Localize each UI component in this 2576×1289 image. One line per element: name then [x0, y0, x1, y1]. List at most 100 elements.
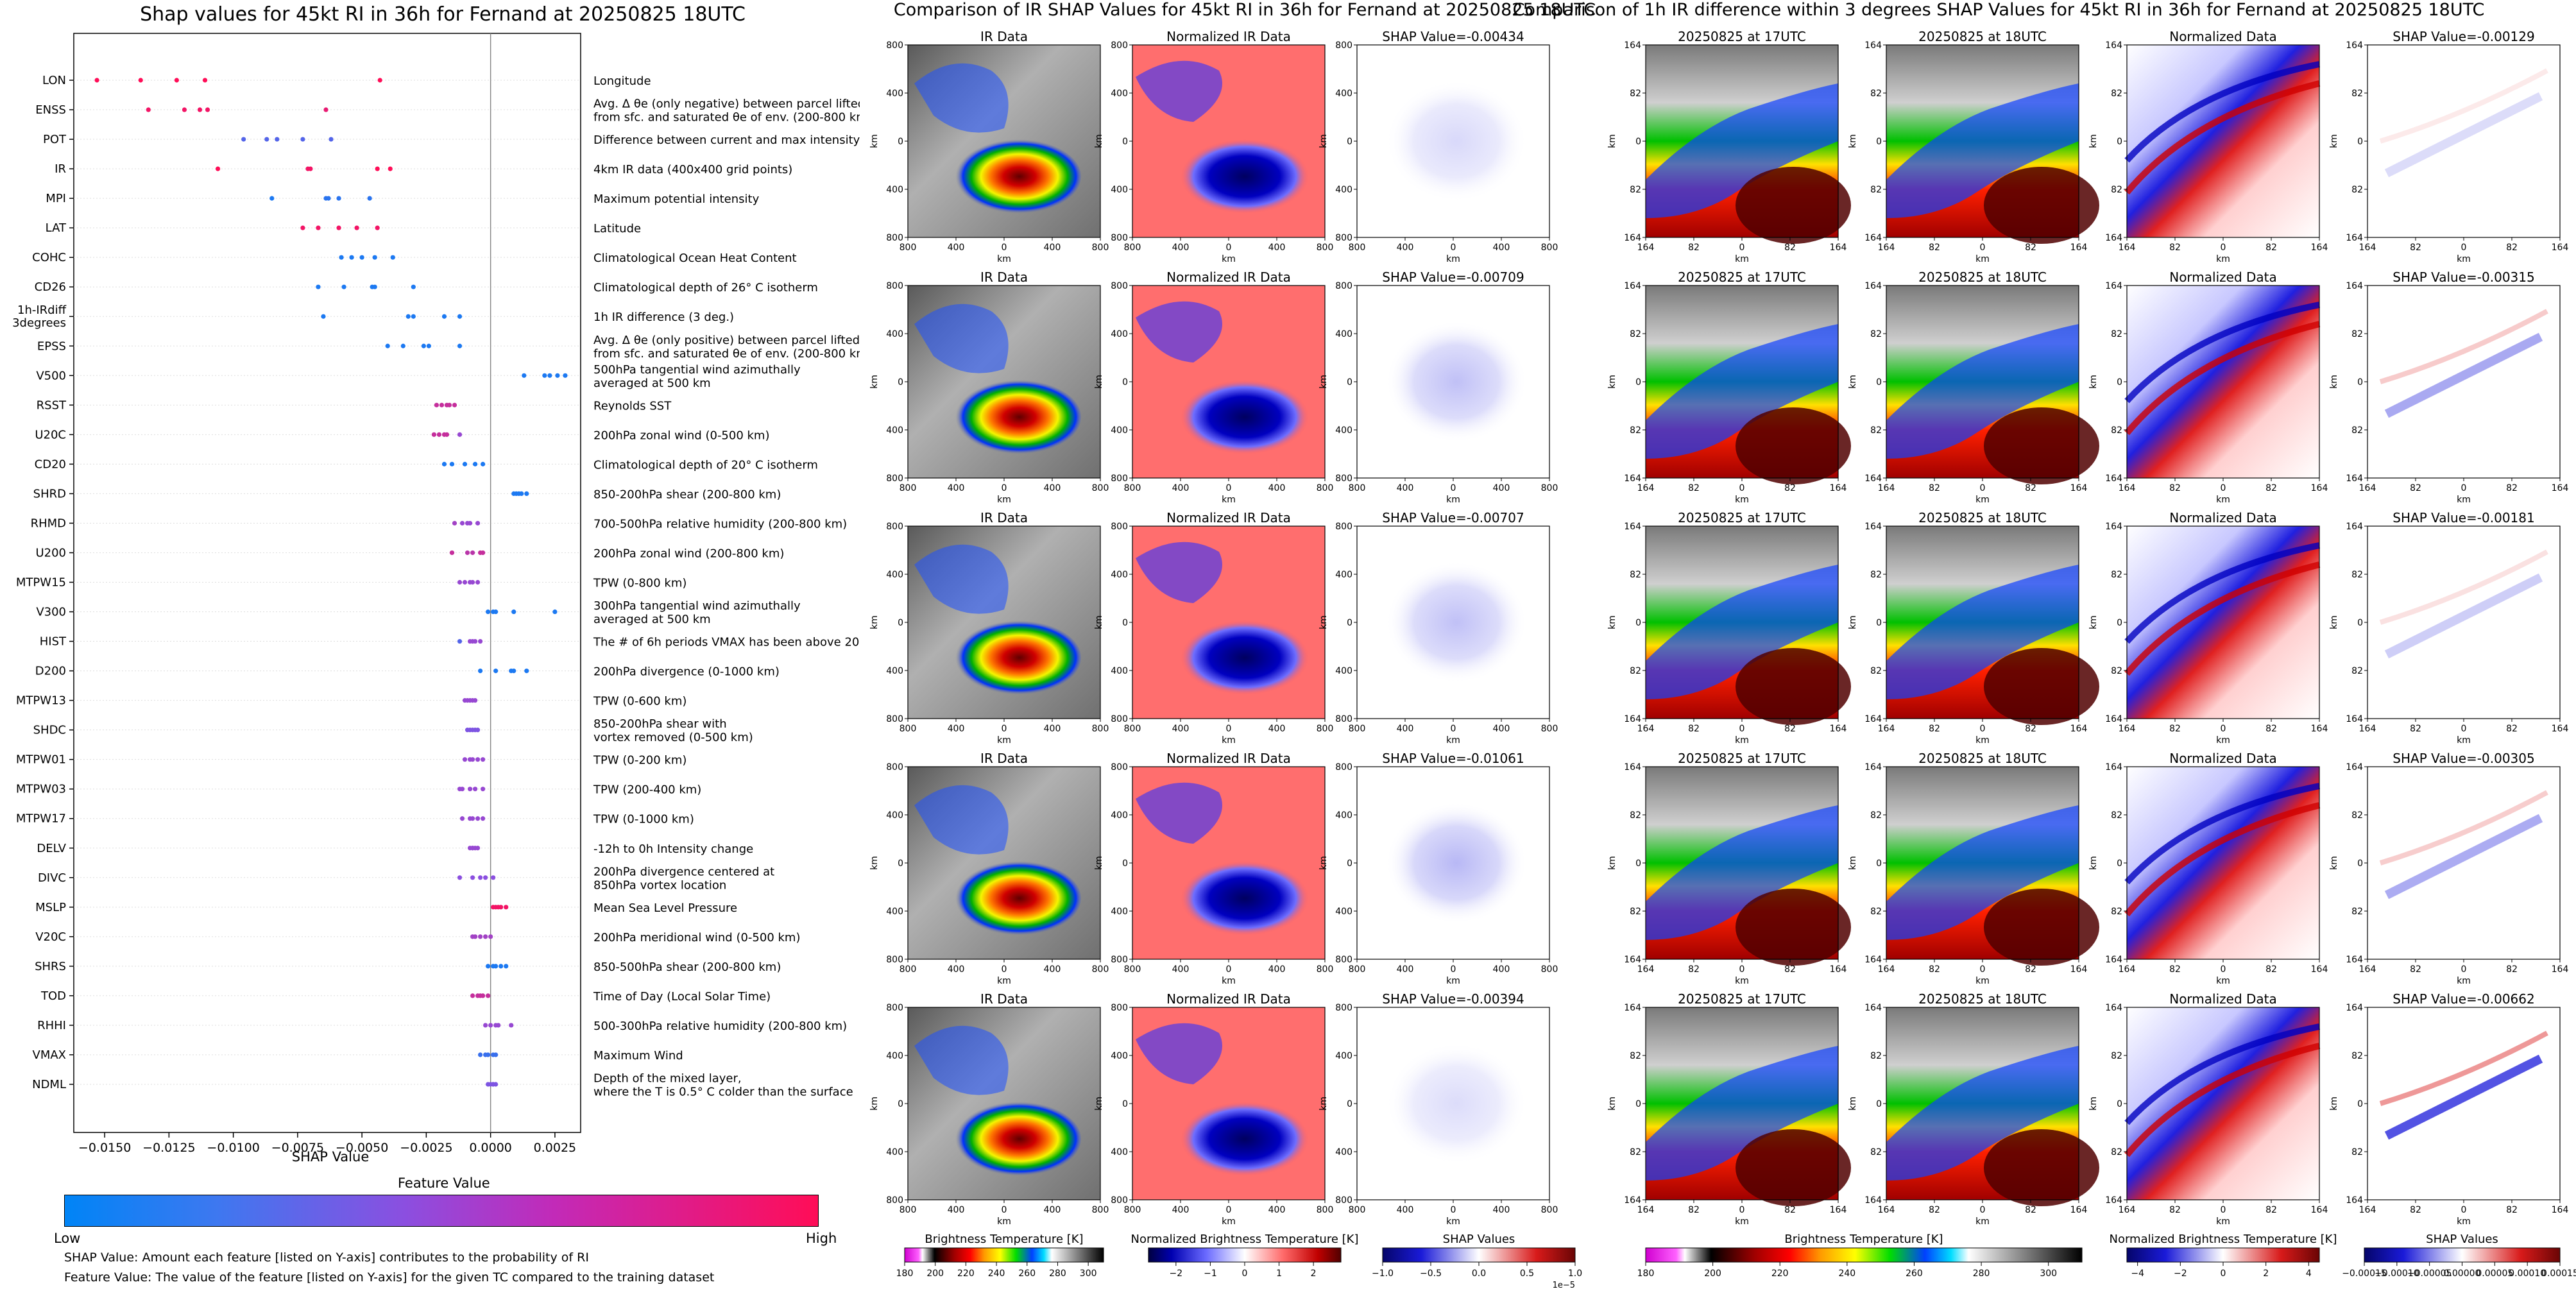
- shap-point: [457, 638, 463, 644]
- panel-ytick-label: 82: [2351, 666, 2363, 676]
- zoom-cloud-band: [1646, 1046, 1838, 1181]
- ir-comparison-title: Comparison of IR SHAP Values for 45kt RI…: [894, 0, 1596, 20]
- irdiff-bt-colorbar-tick-label: 300: [2040, 1268, 2057, 1279]
- shap-point: [519, 491, 524, 497]
- nir-cold-cloud-band: [1136, 542, 1222, 603]
- shap-feature-desc: 200hPa zonal wind (200-800 km): [593, 547, 784, 560]
- panel-ytick-label: 164: [2346, 1195, 2363, 1206]
- irdiff-shap-colorbar: [2364, 1247, 2561, 1263]
- panel-ytick-label: 164: [2105, 1195, 2122, 1206]
- shap-point: [339, 255, 344, 260]
- panel-xtick-label: 82: [1688, 243, 1700, 253]
- panel-ytick-label: 800: [886, 233, 903, 243]
- panel-ytick-label: 164: [1624, 522, 1641, 532]
- shap-image-blob: [1386, 802, 1527, 924]
- ir-cold-cloud-band: [914, 544, 1009, 614]
- shap-feature-name: MTPW01: [16, 753, 66, 767]
- panel-ytick-label: 82: [1630, 89, 1641, 99]
- ir-shap-panel-title: SHAP Value=-0.01061: [1382, 751, 1524, 766]
- panel-xtick-label: 400: [1268, 483, 1286, 493]
- panel-xtick-label: 164: [2311, 964, 2328, 975]
- panel-xtick-label: 0: [1226, 1205, 1232, 1215]
- ir-shap-colorbar-tick-label: −0.5: [1420, 1268, 1442, 1279]
- shap-point: [488, 934, 493, 939]
- shap-point: [421, 343, 426, 348]
- panel-xtick-label: 82: [1929, 964, 1940, 975]
- panel-ytick-label: 164: [1624, 281, 1641, 291]
- nir-storm-core: [1181, 620, 1309, 695]
- shap-point: [555, 373, 560, 378]
- panel-xtick-label: 800: [1317, 724, 1334, 734]
- shap-point: [459, 520, 465, 526]
- panel-xtick-label: 164: [1878, 724, 1895, 734]
- shap2-image-background: [2367, 526, 2560, 719]
- shap-point: [457, 343, 463, 348]
- ir-colorbar-label: Brightness Temperature [K]: [925, 1233, 1083, 1246]
- panel-xtick-label: 82: [1929, 1205, 1940, 1215]
- panel-ytick-label: 164: [2346, 40, 2363, 51]
- panel-ytick-label: 800: [1111, 281, 1128, 291]
- panel-xlabel: km: [1975, 1216, 1990, 1227]
- panel-xtick-label: 800: [900, 1205, 917, 1215]
- shap-point: [486, 993, 491, 998]
- panel-ytick-label: 0: [898, 1099, 903, 1109]
- irdiff-bt-colorbar-tick-label: 220: [1771, 1268, 1789, 1279]
- shap-feature-desc: 500-300hPa relative humidity (200-800 km…: [593, 1020, 847, 1033]
- panel-ytick-label: 164: [2346, 522, 2363, 532]
- panel-xtick-label: 82: [2169, 724, 2181, 734]
- panel-xlabel: km: [1735, 735, 1749, 746]
- panel-xtick-label: 164: [2311, 724, 2328, 734]
- panel-ytick-label: 800: [886, 714, 903, 724]
- panel-xlabel: km: [1222, 254, 1236, 264]
- panel-xtick-label: 0: [2221, 1205, 2226, 1215]
- norm-panel-title: Normalized Data: [2169, 269, 2277, 285]
- shap-chart-title: Shap values for 45kt RI in 36h for Ferna…: [140, 3, 746, 26]
- shap2-image-background: [2367, 45, 2560, 237]
- panel-ylabel: km: [2088, 856, 2099, 870]
- panel-xlabel: km: [997, 976, 1011, 986]
- panel-xtick-label: 0: [1226, 243, 1232, 253]
- ir-storm-core: [953, 620, 1081, 695]
- shap-point: [475, 728, 481, 733]
- panel-xtick-label: 0: [1980, 1205, 1986, 1215]
- panel-ytick-label: 400: [1335, 329, 1352, 339]
- shap-point: [341, 284, 346, 289]
- ir-shap-panel-title: SHAP Value=-0.00394: [1382, 991, 1524, 1007]
- panel-xtick-label: 164: [2359, 483, 2376, 493]
- shap-feature-desc: 200hPa meridional wind (0-500 km): [593, 931, 800, 944]
- shap-xtick-label: −0.0075: [271, 1141, 324, 1155]
- panel-ytick-label: 400: [886, 1051, 903, 1061]
- shap-feature-desc: Climatological depth of 20° C isotherm: [593, 458, 818, 472]
- panel-ytick-label: 0: [2117, 618, 2122, 628]
- panel-ytick-label: 0: [2117, 1099, 2122, 1109]
- norm-red-streak: [2124, 80, 2321, 195]
- panel-xlabel: km: [1446, 495, 1460, 505]
- panel-xtick-label: 0: [1980, 724, 1986, 734]
- panel-ytick-label: 0: [1635, 1099, 1641, 1109]
- panel-ytick-label: 82: [2111, 810, 2122, 821]
- panel-xlabel: km: [1222, 495, 1236, 505]
- panel-xtick-label: 800: [1317, 964, 1334, 975]
- panel-ytick-label: 400: [1111, 425, 1128, 436]
- panel-ytick-label: 82: [2351, 89, 2363, 99]
- norm-image-background: [2127, 526, 2319, 719]
- shap-point: [478, 1052, 483, 1057]
- shap-point: [202, 78, 208, 83]
- ir-panel-title: IR Data: [980, 751, 1028, 766]
- panel-ytick-label: 800: [886, 1003, 903, 1013]
- panel-xtick-label: 0: [2461, 1205, 2467, 1215]
- irdiff-bt-colorbar: [1645, 1247, 2083, 1263]
- shap-point: [462, 757, 468, 762]
- shap-point: [547, 373, 552, 378]
- shap-point: [441, 461, 447, 466]
- shap-feature-desc: Longitude: [593, 74, 651, 88]
- shap-point: [316, 284, 321, 289]
- panel-xtick-label: 400: [1397, 964, 1414, 975]
- ir-shap-panel-title: SHAP Value=-0.00709: [1382, 269, 1524, 285]
- ir-cold-cloud-band: [914, 303, 1009, 373]
- panel-xlabel: km: [1446, 735, 1460, 746]
- panel-ylabel: km: [1094, 1097, 1104, 1111]
- nir-panel-title: Normalized IR Data: [1166, 29, 1291, 44]
- ir-panel-title: IR Data: [980, 29, 1028, 44]
- shap-point: [431, 432, 437, 437]
